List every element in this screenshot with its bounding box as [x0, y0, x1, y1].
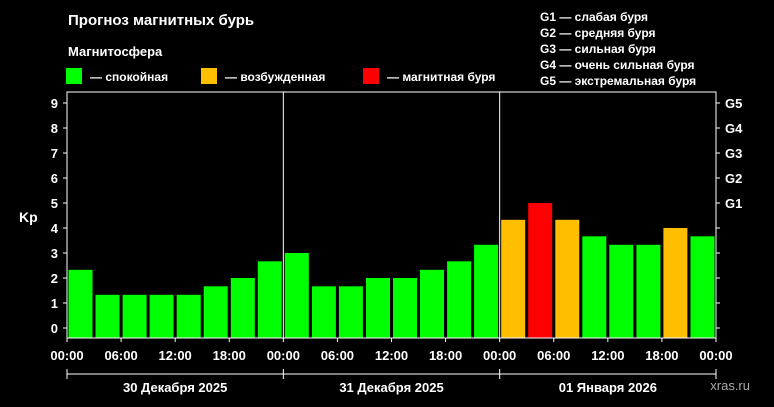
legend: — спокойная — возбужденная — магнитная б…: [66, 68, 495, 84]
plot-frame: [63, 91, 720, 379]
legend-swatch-storm: [363, 68, 379, 84]
bar-7: [257, 261, 282, 339]
day-labels: 30 Декабря 2025 31 Декабря 2025 01 Января …: [123, 380, 657, 395]
day-label-1: 31 Декабря 2025: [339, 380, 443, 395]
x-tick-label-4: 00:00: [267, 348, 300, 363]
y-tick-label-9: 9: [51, 96, 58, 111]
bar-12: [393, 278, 417, 338]
g-scale-list: G1 — слабая буря G2 — средняя буря G3 — …: [540, 10, 696, 88]
bar-19: [582, 236, 607, 339]
y-tick-label-7: 7: [51, 146, 58, 161]
y-tick-label-4: 4: [51, 221, 59, 236]
y-tick-label-8: 8: [51, 121, 58, 136]
y-tick-label-0: 0: [51, 321, 58, 336]
bar-22: [663, 228, 688, 338]
bar-11: [366, 278, 390, 338]
bar-15: [474, 244, 499, 339]
y-tick-label-6: 6: [51, 171, 58, 186]
g-scale-item-g1: G1 — слабая буря: [540, 10, 648, 24]
g-tick-label-g1: G1: [725, 196, 742, 211]
bar-13: [420, 269, 444, 339]
bar-4: [176, 294, 201, 339]
bar-0: [68, 269, 93, 339]
bar-18: [555, 219, 580, 339]
bars: [68, 203, 715, 339]
y-tick-label-1: 1: [51, 296, 58, 311]
bar-6: [230, 278, 255, 338]
g-scale-item-g2: G2 — средняя буря: [540, 26, 656, 40]
x-tick-label-11: 18:00: [645, 348, 678, 363]
x-tick-label-8: 00:00: [483, 348, 516, 363]
g-tick-label-g5: G5: [725, 96, 742, 111]
x-tick-label-1: 06:00: [104, 348, 137, 363]
day-label-2: 01 Января 2026: [559, 380, 657, 395]
chart-subtitle: Магнитосфера: [68, 44, 163, 59]
legend-swatch-quiet: [66, 68, 82, 84]
g-tick-label-g3: G3: [725, 146, 742, 161]
x-tick-label-5: 06:00: [321, 348, 354, 363]
y-tick-labels: 0 1 2 3 4 5 6 7 8 9: [51, 96, 59, 336]
bar-8: [284, 253, 309, 338]
x-tick-label-7: 18:00: [429, 348, 462, 363]
legend-label-storm: — магнитная буря: [387, 70, 495, 84]
x-tick-label-6: 12:00: [375, 348, 408, 363]
y-axis-label: Kp: [19, 209, 38, 225]
bar-14: [447, 261, 472, 339]
legend-swatch-active: [201, 68, 217, 84]
bar-17: [528, 203, 553, 338]
x-tick-label-0: 00:00: [50, 348, 83, 363]
bar-3: [149, 294, 174, 339]
x-tick-label-12: 00:00: [699, 348, 732, 363]
y-tick-label-2: 2: [51, 271, 58, 286]
x-tick-label-9: 06:00: [537, 348, 570, 363]
g-tick-label-g4: G4: [725, 121, 743, 136]
x-tick-label-2: 12:00: [159, 348, 192, 363]
bar-9: [311, 286, 336, 339]
y-tick-label-5: 5: [51, 196, 58, 211]
y-tick-label-3: 3: [51, 246, 58, 261]
g-scale-item-g5: G5 — экстремальная буря: [540, 74, 696, 88]
g-tick-label-g2: G2: [725, 171, 742, 186]
g-scale-item-g3: G3 — сильная буря: [540, 42, 656, 56]
bar-20: [609, 244, 634, 339]
legend-label-active: — возбужденная: [225, 70, 325, 84]
bar-21: [636, 244, 661, 339]
legend-label-quiet: — спокойная: [90, 70, 168, 84]
bar-2: [122, 294, 147, 339]
x-tick-label-10: 12:00: [591, 348, 624, 363]
x-tick-label-3: 18:00: [213, 348, 246, 363]
bar-16: [501, 219, 526, 339]
x-tick-labels: 00:00 06:00 12:00 18:00 00:00 06:00 12:00 18:00…: [50, 348, 732, 363]
watermark: xras.ru: [710, 378, 750, 393]
bar-23: [690, 236, 715, 339]
g-scale-item-g4: G4 — очень сильная буря: [540, 58, 695, 72]
g-tick-labels: G1 G2 G3 G4 G5: [725, 96, 743, 211]
bar-5: [203, 286, 228, 339]
day-label-0: 30 Декабря 2025: [123, 380, 227, 395]
chart-title: Прогноз магнитных бурь: [68, 12, 254, 29]
bar-1: [95, 294, 120, 339]
bar-10: [338, 286, 363, 339]
